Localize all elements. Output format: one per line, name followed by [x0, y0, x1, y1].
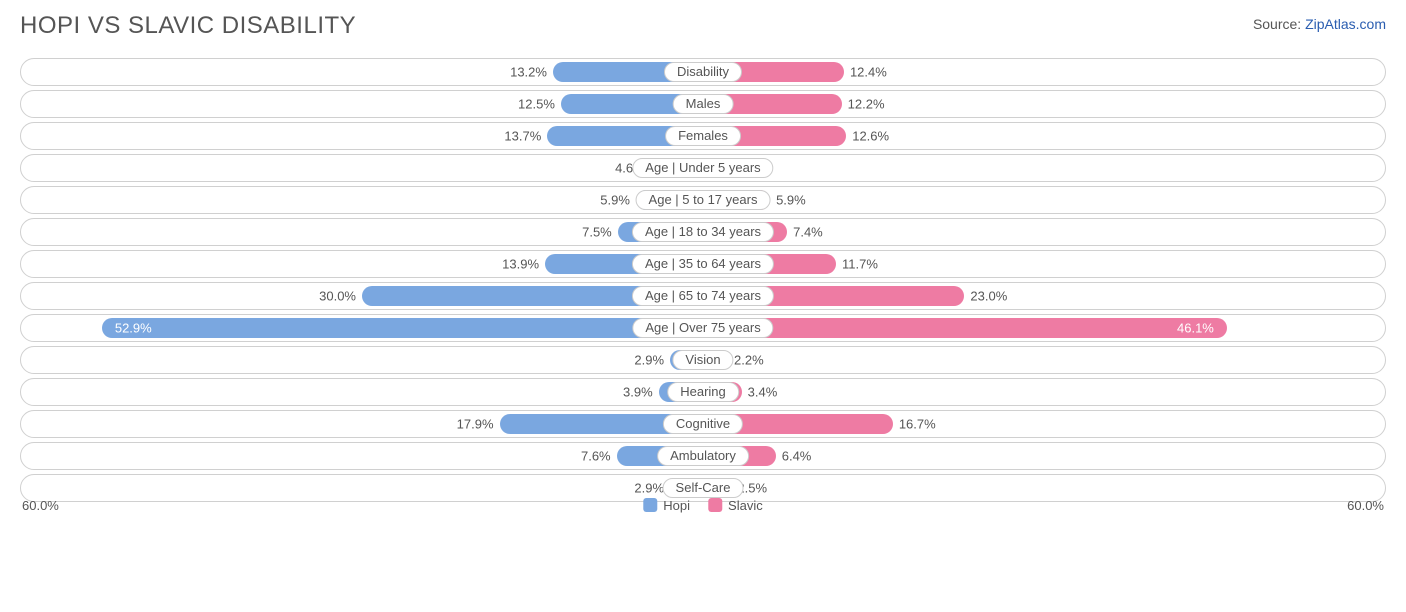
category-label: Males [673, 94, 734, 114]
value-slavic: 46.1% [1177, 321, 1214, 336]
value-hopi: 52.9% [115, 321, 152, 336]
value-hopi: 7.5% [582, 225, 612, 240]
bar-slavic [703, 318, 1227, 338]
value-hopi: 13.2% [510, 65, 547, 80]
bar-hopi [102, 318, 703, 338]
value-slavic: 6.4% [782, 449, 812, 464]
legend-label-hopi: Hopi [663, 498, 690, 513]
category-label: Hearing [667, 382, 739, 402]
category-label: Vision [672, 350, 733, 370]
source-link[interactable]: ZipAtlas.com [1305, 16, 1386, 32]
chart-row: 7.5% 7.4% Age | 18 to 34 years [20, 218, 1386, 246]
chart-footer: 60.0% 60.0% Hopi Slavic [20, 506, 1386, 528]
category-label: Ambulatory [657, 446, 749, 466]
category-label: Age | 18 to 34 years [632, 222, 774, 242]
chart-row: 13.7% 12.6% Females [20, 122, 1386, 150]
chart-row: 12.5% 12.2% Males [20, 90, 1386, 118]
chart-row: 2.9% 2.2%Vision [20, 346, 1386, 374]
value-slavic: 23.0% [970, 289, 1007, 304]
value-hopi: 13.9% [502, 257, 539, 272]
value-slavic: 16.7% [899, 417, 936, 432]
value-slavic: 7.4% [793, 225, 823, 240]
value-hopi: 17.9% [457, 417, 494, 432]
axis-max-right: 60.0% [1347, 498, 1384, 513]
value-slavic: 5.9% [776, 193, 806, 208]
value-hopi: 3.9% [623, 385, 653, 400]
category-label: Females [665, 126, 741, 146]
category-label: Age | 65 to 74 years [632, 286, 774, 306]
category-label: Age | 5 to 17 years [636, 190, 771, 210]
category-label: Age | Over 75 years [632, 318, 773, 338]
category-label: Self-Care [663, 478, 744, 498]
legend-swatch-slavic [708, 498, 722, 512]
legend-label-slavic: Slavic [728, 498, 763, 513]
value-hopi: 12.5% [518, 97, 555, 112]
category-label: Age | 35 to 64 years [632, 254, 774, 274]
chart-row: 17.9% 16.7% Cognitive [20, 410, 1386, 438]
chart-row: 13.2% 12.4% Disability [20, 58, 1386, 86]
chart-row: 3.9% 3.4% Hearing [20, 378, 1386, 406]
value-slavic: 12.2% [848, 97, 885, 112]
legend-item-hopi: Hopi [643, 498, 690, 513]
axis-max-left: 60.0% [22, 498, 59, 513]
value-hopi: 2.9% [634, 481, 664, 496]
diverging-bar-chart: 13.2% 12.4% Disability 12.5% 12.2% Males 13.7%… [20, 58, 1386, 502]
value-hopi: 30.0% [319, 289, 356, 304]
legend-item-slavic: Slavic [708, 498, 763, 513]
source-attribution: Source: ZipAtlas.com [1253, 12, 1386, 32]
value-slavic: 12.6% [852, 129, 889, 144]
category-label: Disability [664, 62, 742, 82]
legend: Hopi Slavic [643, 498, 762, 513]
chart-row: 30.0% 23.0% Age | 65 to 74 years [20, 282, 1386, 310]
chart-row: 7.6% 6.4% Ambulatory [20, 442, 1386, 470]
value-hopi: 13.7% [504, 129, 541, 144]
value-hopi: 7.6% [581, 449, 611, 464]
legend-swatch-hopi [643, 498, 657, 512]
value-hopi: 5.9% [600, 193, 630, 208]
source-prefix: Source: [1253, 16, 1305, 32]
chart-title: HOPI VS SLAVIC DISABILITY [20, 12, 356, 40]
value-slavic: 12.4% [850, 65, 887, 80]
value-hopi: 2.9% [634, 353, 664, 368]
value-slavic: 2.2% [734, 353, 764, 368]
category-label: Age | Under 5 years [632, 158, 773, 178]
value-slavic: 11.7% [842, 257, 878, 272]
chart-row: 2.9%2.5%Self-Care [20, 474, 1386, 502]
chart-row: 13.9% 11.7% Age | 35 to 64 years [20, 250, 1386, 278]
chart-row: 52.9% 46.1% Age | Over 75 years [20, 314, 1386, 342]
value-slavic: 3.4% [748, 385, 778, 400]
chart-row: 5.9% 5.9% Age | 5 to 17 years [20, 186, 1386, 214]
category-label: Cognitive [663, 414, 743, 434]
chart-row: 4.6%1.4%Age | Under 5 years [20, 154, 1386, 182]
